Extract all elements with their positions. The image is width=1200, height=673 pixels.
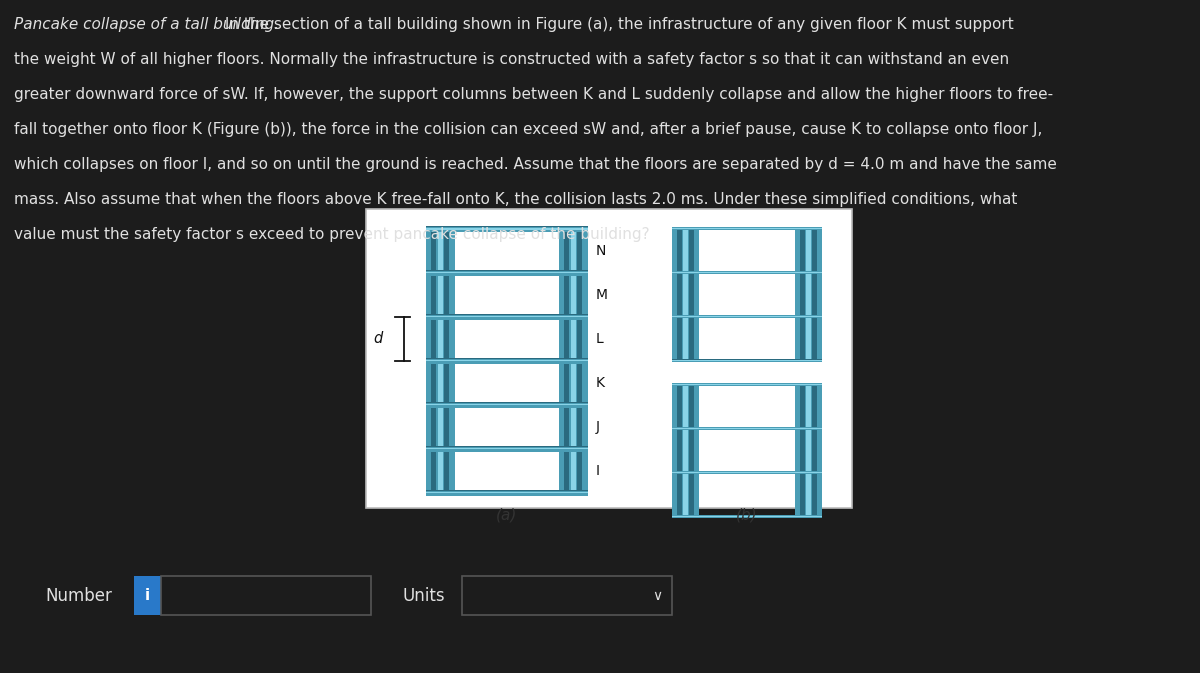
Text: greater downward force of sW. If, however, the support columns between K and L s: greater downward force of sW. If, howeve… bbox=[14, 87, 1054, 102]
Text: mass. Also assume that when the floors above K free-fall onto K, the collision l: mass. Also assume that when the floors a… bbox=[14, 192, 1018, 207]
Text: M: M bbox=[595, 288, 607, 302]
Text: I: I bbox=[595, 464, 599, 478]
Text: i: i bbox=[145, 588, 150, 603]
Text: fall together onto floor K (Figure (b)), the force in the collision can exceed s: fall together onto floor K (Figure (b)),… bbox=[14, 122, 1043, 137]
Text: value must the safety factor s exceed to prevent pancake collapse of the buildin: value must the safety factor s exceed to… bbox=[14, 227, 650, 242]
Text: Number: Number bbox=[46, 587, 113, 604]
Text: d: d bbox=[373, 331, 383, 346]
Text: the weight W of all higher floors. Normally the infrastructure is constructed wi: the weight W of all higher floors. Norma… bbox=[14, 52, 1009, 67]
Text: (a): (a) bbox=[497, 507, 517, 522]
Text: L: L bbox=[595, 332, 602, 346]
Text: In the section of a tall building shown in Figure (a), the infrastructure of any: In the section of a tall building shown … bbox=[220, 17, 1013, 32]
Text: which collapses on floor I, and so on until the ground is reached. Assume that t: which collapses on floor I, and so on un… bbox=[14, 157, 1057, 172]
Text: Pancake collapse of a tall building.: Pancake collapse of a tall building. bbox=[14, 17, 280, 32]
Text: J: J bbox=[595, 420, 599, 433]
Text: ∨: ∨ bbox=[653, 589, 662, 602]
Text: K: K bbox=[595, 376, 605, 390]
Text: N: N bbox=[595, 244, 606, 258]
Text: (b): (b) bbox=[736, 507, 758, 522]
Text: Units: Units bbox=[402, 587, 445, 604]
